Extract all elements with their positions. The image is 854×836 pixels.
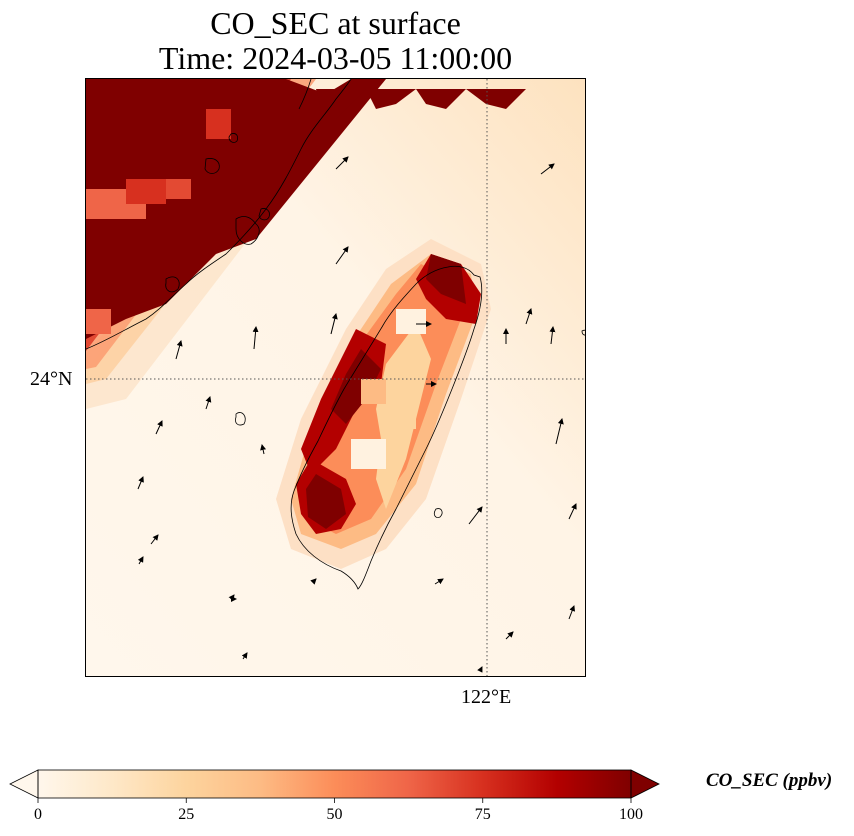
wind-arrow — [434, 578, 444, 585]
wind-arrow — [525, 308, 533, 325]
map-title-line1: CO_SEC at surface — [210, 5, 461, 41]
colorbar-tick-label: 50 — [326, 806, 343, 823]
colorbar-extend-low — [9, 769, 39, 799]
latitude-tick-label: 24°N — [30, 368, 73, 390]
colorbar-tick-label: 25 — [178, 806, 195, 823]
wind-arrow — [252, 326, 259, 350]
wind-arrow — [335, 246, 349, 265]
wind-arrow — [335, 156, 349, 170]
colorbar-tick-label: 75 — [474, 806, 491, 823]
wind-arrow — [568, 503, 577, 520]
wind-arrow — [241, 652, 248, 660]
wind-arrow — [568, 605, 576, 620]
wind-arrow — [175, 340, 183, 360]
colorbar — [9, 769, 660, 803]
wind-arrow — [505, 631, 514, 640]
wind-arrow — [137, 556, 144, 565]
wind-arrow — [137, 476, 144, 490]
map-title-line2: Time: 2024-03-05 11:00:00 — [158, 40, 513, 76]
wind-arrow — [477, 666, 483, 673]
wind-arrow — [228, 594, 235, 601]
wind-arrow — [540, 163, 555, 175]
high-concentration-region — [86, 79, 526, 339]
wind-arrow — [310, 578, 317, 585]
longitude-tick-label: 122°E — [461, 686, 512, 708]
coastlines — [86, 79, 585, 590]
wind-vectors — [137, 156, 577, 673]
colorbar-tickmarks — [37, 798, 632, 803]
map-canvas — [86, 79, 585, 676]
wind-arrow — [468, 506, 483, 525]
colorbar-tick-label: 100 — [619, 806, 643, 823]
wind-arrow — [330, 313, 338, 335]
graticule — [86, 79, 585, 676]
wind-arrow — [150, 534, 159, 545]
island-emission-field — [276, 239, 491, 569]
colorbar-gradient — [38, 770, 631, 798]
wind-arrow — [549, 326, 556, 345]
wind-arrow — [205, 396, 212, 410]
wind-arrow — [555, 418, 564, 445]
wind-arrow — [260, 444, 267, 455]
wind-arrow — [155, 420, 163, 435]
colorbar-label: CO_SEC (ppbv) — [706, 770, 833, 791]
colorbar-tick-label: 0 — [34, 806, 42, 823]
colorbar-extend-high — [630, 769, 660, 799]
map-panel — [85, 78, 586, 677]
